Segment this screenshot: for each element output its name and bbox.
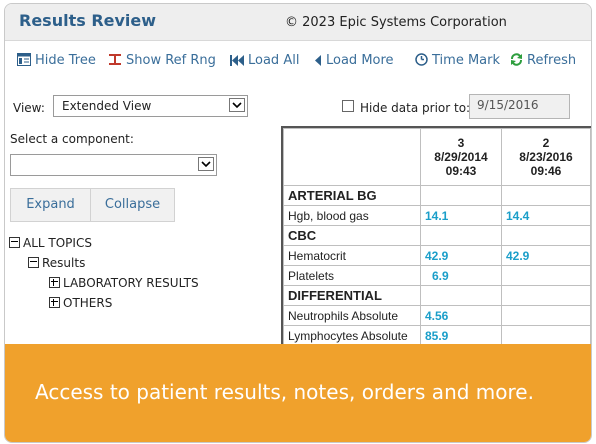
result-value <box>501 225 591 246</box>
section-name: CBC <box>283 225 421 246</box>
expand-icon[interactable] <box>49 277 60 288</box>
result-value <box>420 185 502 206</box>
component-select[interactable] <box>10 154 217 176</box>
hide-data-label: Hide data prior to: <box>360 101 471 115</box>
refresh-button[interactable]: Refresh <box>510 53 576 70</box>
tree-node-others[interactable]: OTHERS <box>49 296 112 310</box>
chevron-down-icon <box>198 157 214 171</box>
collapse-icon[interactable] <box>28 257 39 268</box>
view-label: View: <box>13 101 45 115</box>
app-window: Results Review © 2023 Epic Systems Corpo… <box>4 3 592 443</box>
refresh-label: Refresh <box>527 53 577 68</box>
column-date: 8/29/2014 <box>434 150 488 164</box>
section-row: CBC <box>283 225 591 246</box>
component-name: Lymphocytes Absolute <box>283 325 421 346</box>
result-value[interactable] <box>501 305 591 326</box>
chevron-down-icon <box>229 98 245 112</box>
component-label: Select a component: <box>10 132 134 146</box>
hide-tree-label: Hide Tree <box>35 53 96 68</box>
tree-panel-icon <box>17 53 31 70</box>
show-ref-rng-button[interactable]: Show Ref Rng <box>108 53 216 70</box>
view-select[interactable]: Extended View <box>53 95 248 117</box>
tree-label-others: OTHERS <box>63 296 113 310</box>
hide-tree-button[interactable]: Hide Tree <box>17 53 96 70</box>
range-icon <box>108 53 122 70</box>
component-name: Neutrophils Absolute <box>283 305 421 326</box>
page-title: Results Review <box>19 11 157 30</box>
column-header[interactable]: 2 8/23/2016 09:46 <box>501 128 591 186</box>
component-name: Hgb, blood gas <box>283 205 421 226</box>
tree-node-results[interactable]: Results <box>28 256 85 270</box>
result-value[interactable]: 14.4 <box>501 205 591 226</box>
expand-icon[interactable] <box>49 297 60 308</box>
load-more-label: Load More <box>326 53 394 68</box>
results-table: 3 8/29/2014 09:43 2 8/23/2016 09:46 ARTE… <box>283 128 591 346</box>
load-all-label: Load All <box>248 53 300 68</box>
column-time: 09:46 <box>530 164 562 178</box>
tree-label-results: Results <box>42 256 86 270</box>
result-value[interactable] <box>501 325 591 346</box>
column-number: 3 <box>457 136 465 150</box>
banner-text: Access to patient results, notes, orders… <box>35 380 534 404</box>
section-name: ARTERIAL BG <box>283 185 421 206</box>
result-value <box>501 185 591 206</box>
column-number: 2 <box>542 136 550 150</box>
result-value[interactable]: 42.9 <box>501 245 591 266</box>
table-row[interactable]: Neutrophils Absolute 4.56 <box>283 305 591 326</box>
collapse-button[interactable]: Collapse <box>90 188 175 222</box>
section-name: DIFFERENTIAL <box>283 285 421 306</box>
copyright-text: © 2023 Epic Systems Corporation <box>285 15 507 30</box>
view-select-value: Extended View <box>62 99 152 113</box>
grid-header-row: 3 8/29/2014 09:43 2 8/23/2016 09:46 <box>283 128 591 186</box>
title-bar: Results Review © 2023 Epic Systems Corpo… <box>5 4 591 41</box>
result-value[interactable]: 42.9 <box>420 245 502 266</box>
promo-banner: Access to patient results, notes, orders… <box>5 344 591 442</box>
triangle-left-icon <box>314 55 322 70</box>
component-name: Platelets <box>283 265 421 286</box>
component-name: Hematocrit <box>283 245 421 266</box>
expand-button[interactable]: Expand <box>10 188 91 222</box>
column-date: 8/23/2016 <box>519 150 573 164</box>
result-value <box>501 285 591 306</box>
result-value[interactable]: 85.9 <box>420 325 502 346</box>
section-row: ARTERIAL BG <box>283 185 591 206</box>
load-all-button[interactable]: Load All <box>230 53 299 70</box>
table-row[interactable]: Platelets 6.9 <box>283 265 591 286</box>
clock-icon <box>415 53 428 70</box>
refresh-icon <box>510 53 523 70</box>
result-value <box>420 225 502 246</box>
hide-data-date-field[interactable]: 9/15/2016 <box>469 94 570 119</box>
toolbar: Hide Tree Show Ref Rng Load All Load Mor… <box>5 41 591 81</box>
tree-label-all-topics: ALL TOPICS <box>23 236 92 250</box>
tree-node-laboratory-results[interactable]: LABORATORY RESULTS <box>49 276 199 290</box>
result-value[interactable] <box>501 265 591 286</box>
load-more-button[interactable]: Load More <box>314 53 394 70</box>
table-row[interactable]: Hematocrit 42.9 42.9 <box>283 245 591 266</box>
result-value[interactable]: 6.9 <box>420 265 502 286</box>
section-row: DIFFERENTIAL <box>283 285 591 306</box>
time-mark-button[interactable]: Time Mark <box>415 53 500 70</box>
time-mark-label: Time Mark <box>432 53 501 68</box>
results-grid: 3 8/29/2014 09:43 2 8/23/2016 09:46 ARTE… <box>281 126 591 346</box>
skip-back-icon <box>230 55 244 70</box>
show-ref-rng-label: Show Ref Rng <box>126 53 216 68</box>
tree-node-all-topics[interactable]: ALL TOPICS <box>9 236 92 250</box>
table-row[interactable]: Hgb, blood gas 14.1 14.4 <box>283 205 591 226</box>
tree-label-laboratory-results: LABORATORY RESULTS <box>63 276 199 290</box>
column-header[interactable]: 3 8/29/2014 09:43 <box>420 128 502 186</box>
column-time: 09:43 <box>445 164 477 178</box>
grid-corner-cell <box>283 128 421 186</box>
result-value <box>420 285 502 306</box>
table-row[interactable]: Lymphocytes Absolute 85.9 <box>283 325 591 346</box>
collapse-icon[interactable] <box>9 237 20 248</box>
hide-data-checkbox[interactable] <box>342 100 354 112</box>
result-value[interactable]: 14.1 <box>420 205 502 226</box>
result-value[interactable]: 4.56 <box>420 305 502 326</box>
